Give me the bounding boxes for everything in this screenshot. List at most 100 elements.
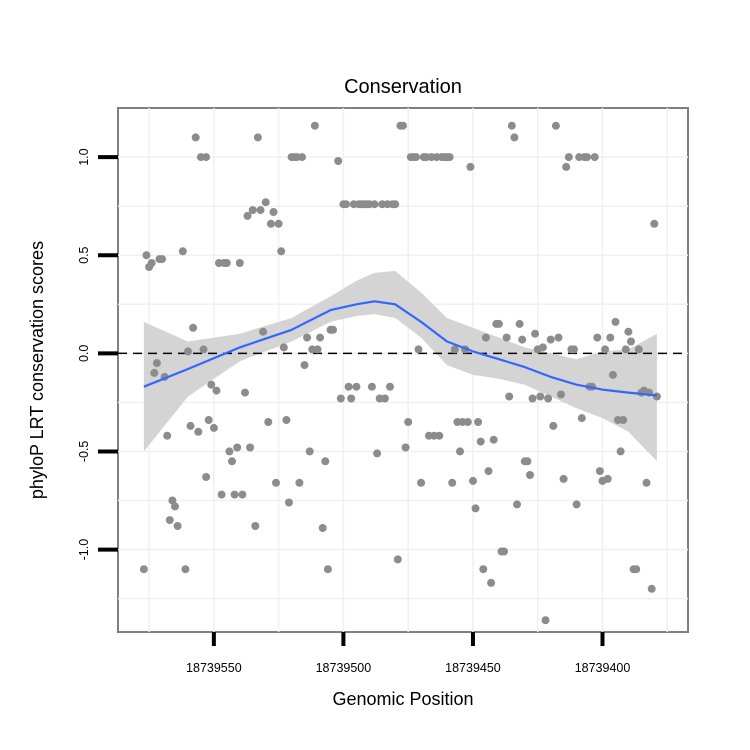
x-tick-label: 18739400 xyxy=(575,661,631,675)
data-point xyxy=(564,153,573,162)
data-point xyxy=(329,325,337,334)
data-point xyxy=(603,474,612,483)
data-point xyxy=(572,500,581,509)
x-tick-label: 18739450 xyxy=(445,661,501,675)
data-point xyxy=(347,394,356,403)
data-point xyxy=(456,447,464,456)
data-point xyxy=(515,319,524,328)
data-point xyxy=(269,208,278,216)
data-point xyxy=(344,382,353,391)
data-point xyxy=(142,251,151,260)
data-point xyxy=(510,133,519,142)
data-point xyxy=(204,416,213,424)
data-point xyxy=(285,498,293,507)
data-point xyxy=(370,200,379,209)
data-point xyxy=(593,333,602,342)
data-point xyxy=(590,153,599,162)
x-axis-title: Genomic Position xyxy=(332,689,473,709)
data-point xyxy=(342,200,350,209)
data-point xyxy=(606,333,615,342)
data-point xyxy=(399,121,407,130)
data-point xyxy=(531,329,540,338)
y-axis-title: phyloP LRT conservation scores xyxy=(27,241,47,499)
y-tick-label: 1.0 xyxy=(77,148,91,165)
data-point xyxy=(494,319,503,328)
data-point xyxy=(507,121,516,130)
data-point xyxy=(412,153,420,162)
data-point xyxy=(474,418,483,426)
data-point xyxy=(502,333,511,342)
data-point xyxy=(621,345,630,354)
x-axis-ticks: 18739550 18739500 18739450 18739400 xyxy=(186,632,630,675)
data-point xyxy=(526,471,534,479)
data-point xyxy=(541,616,550,625)
data-point xyxy=(562,162,571,171)
data-point xyxy=(318,524,327,532)
data-point xyxy=(222,259,231,267)
data-point xyxy=(619,416,628,424)
data-point xyxy=(367,382,376,391)
data-point xyxy=(241,388,249,397)
data-point xyxy=(627,337,635,346)
data-point xyxy=(484,467,493,476)
data-point xyxy=(417,478,426,487)
data-point xyxy=(513,500,521,509)
data-point xyxy=(544,394,553,403)
data-point xyxy=(321,457,330,466)
data-point xyxy=(624,327,633,336)
data-point xyxy=(595,467,604,476)
data-point xyxy=(202,153,211,162)
y-tick-label: -1.0 xyxy=(77,539,91,561)
data-point xyxy=(380,394,389,403)
data-point xyxy=(173,522,182,530)
data-point xyxy=(500,547,508,556)
data-point xyxy=(313,345,322,354)
data-point xyxy=(165,516,174,525)
data-point xyxy=(404,418,413,426)
data-point xyxy=(264,418,273,426)
data-point xyxy=(481,333,490,342)
data-point xyxy=(282,416,291,424)
data-point xyxy=(246,443,255,452)
data-point xyxy=(194,427,203,436)
data-point xyxy=(298,153,306,162)
data-point xyxy=(518,335,527,344)
smooth-line xyxy=(143,300,658,397)
data-point xyxy=(158,255,166,264)
data-point xyxy=(570,345,578,354)
chart-title: Conservation xyxy=(344,76,462,98)
data-point xyxy=(414,345,423,354)
data-point xyxy=(559,474,568,483)
data-point xyxy=(401,443,410,452)
data-point xyxy=(152,359,161,368)
data-point xyxy=(528,394,537,403)
data-point xyxy=(243,211,252,220)
data-point xyxy=(272,478,280,487)
x-tick-label: 18739500 xyxy=(316,661,372,675)
data-point xyxy=(650,219,659,228)
data-point xyxy=(163,431,172,440)
data-point xyxy=(212,386,221,395)
points-layer xyxy=(139,121,661,625)
data-point xyxy=(251,522,260,530)
data-point xyxy=(632,565,641,574)
data-point xyxy=(435,431,444,440)
data-point xyxy=(577,414,586,423)
data-point xyxy=(505,392,514,401)
data-point xyxy=(235,259,244,267)
data-point xyxy=(373,449,382,458)
data-point xyxy=(463,418,472,426)
data-point xyxy=(207,380,216,389)
data-point xyxy=(393,555,402,564)
data-point xyxy=(171,502,179,511)
data-point xyxy=(266,219,275,228)
data-point xyxy=(256,206,265,215)
data-point xyxy=(295,478,304,487)
y-axis-ticks: 1.0 0.5 0.0 -0.5 -1.0 xyxy=(77,148,118,560)
data-point xyxy=(178,247,187,256)
data-point xyxy=(181,565,190,574)
smooth-line-layer xyxy=(143,300,658,397)
data-point xyxy=(450,345,459,354)
data-point xyxy=(202,473,211,481)
